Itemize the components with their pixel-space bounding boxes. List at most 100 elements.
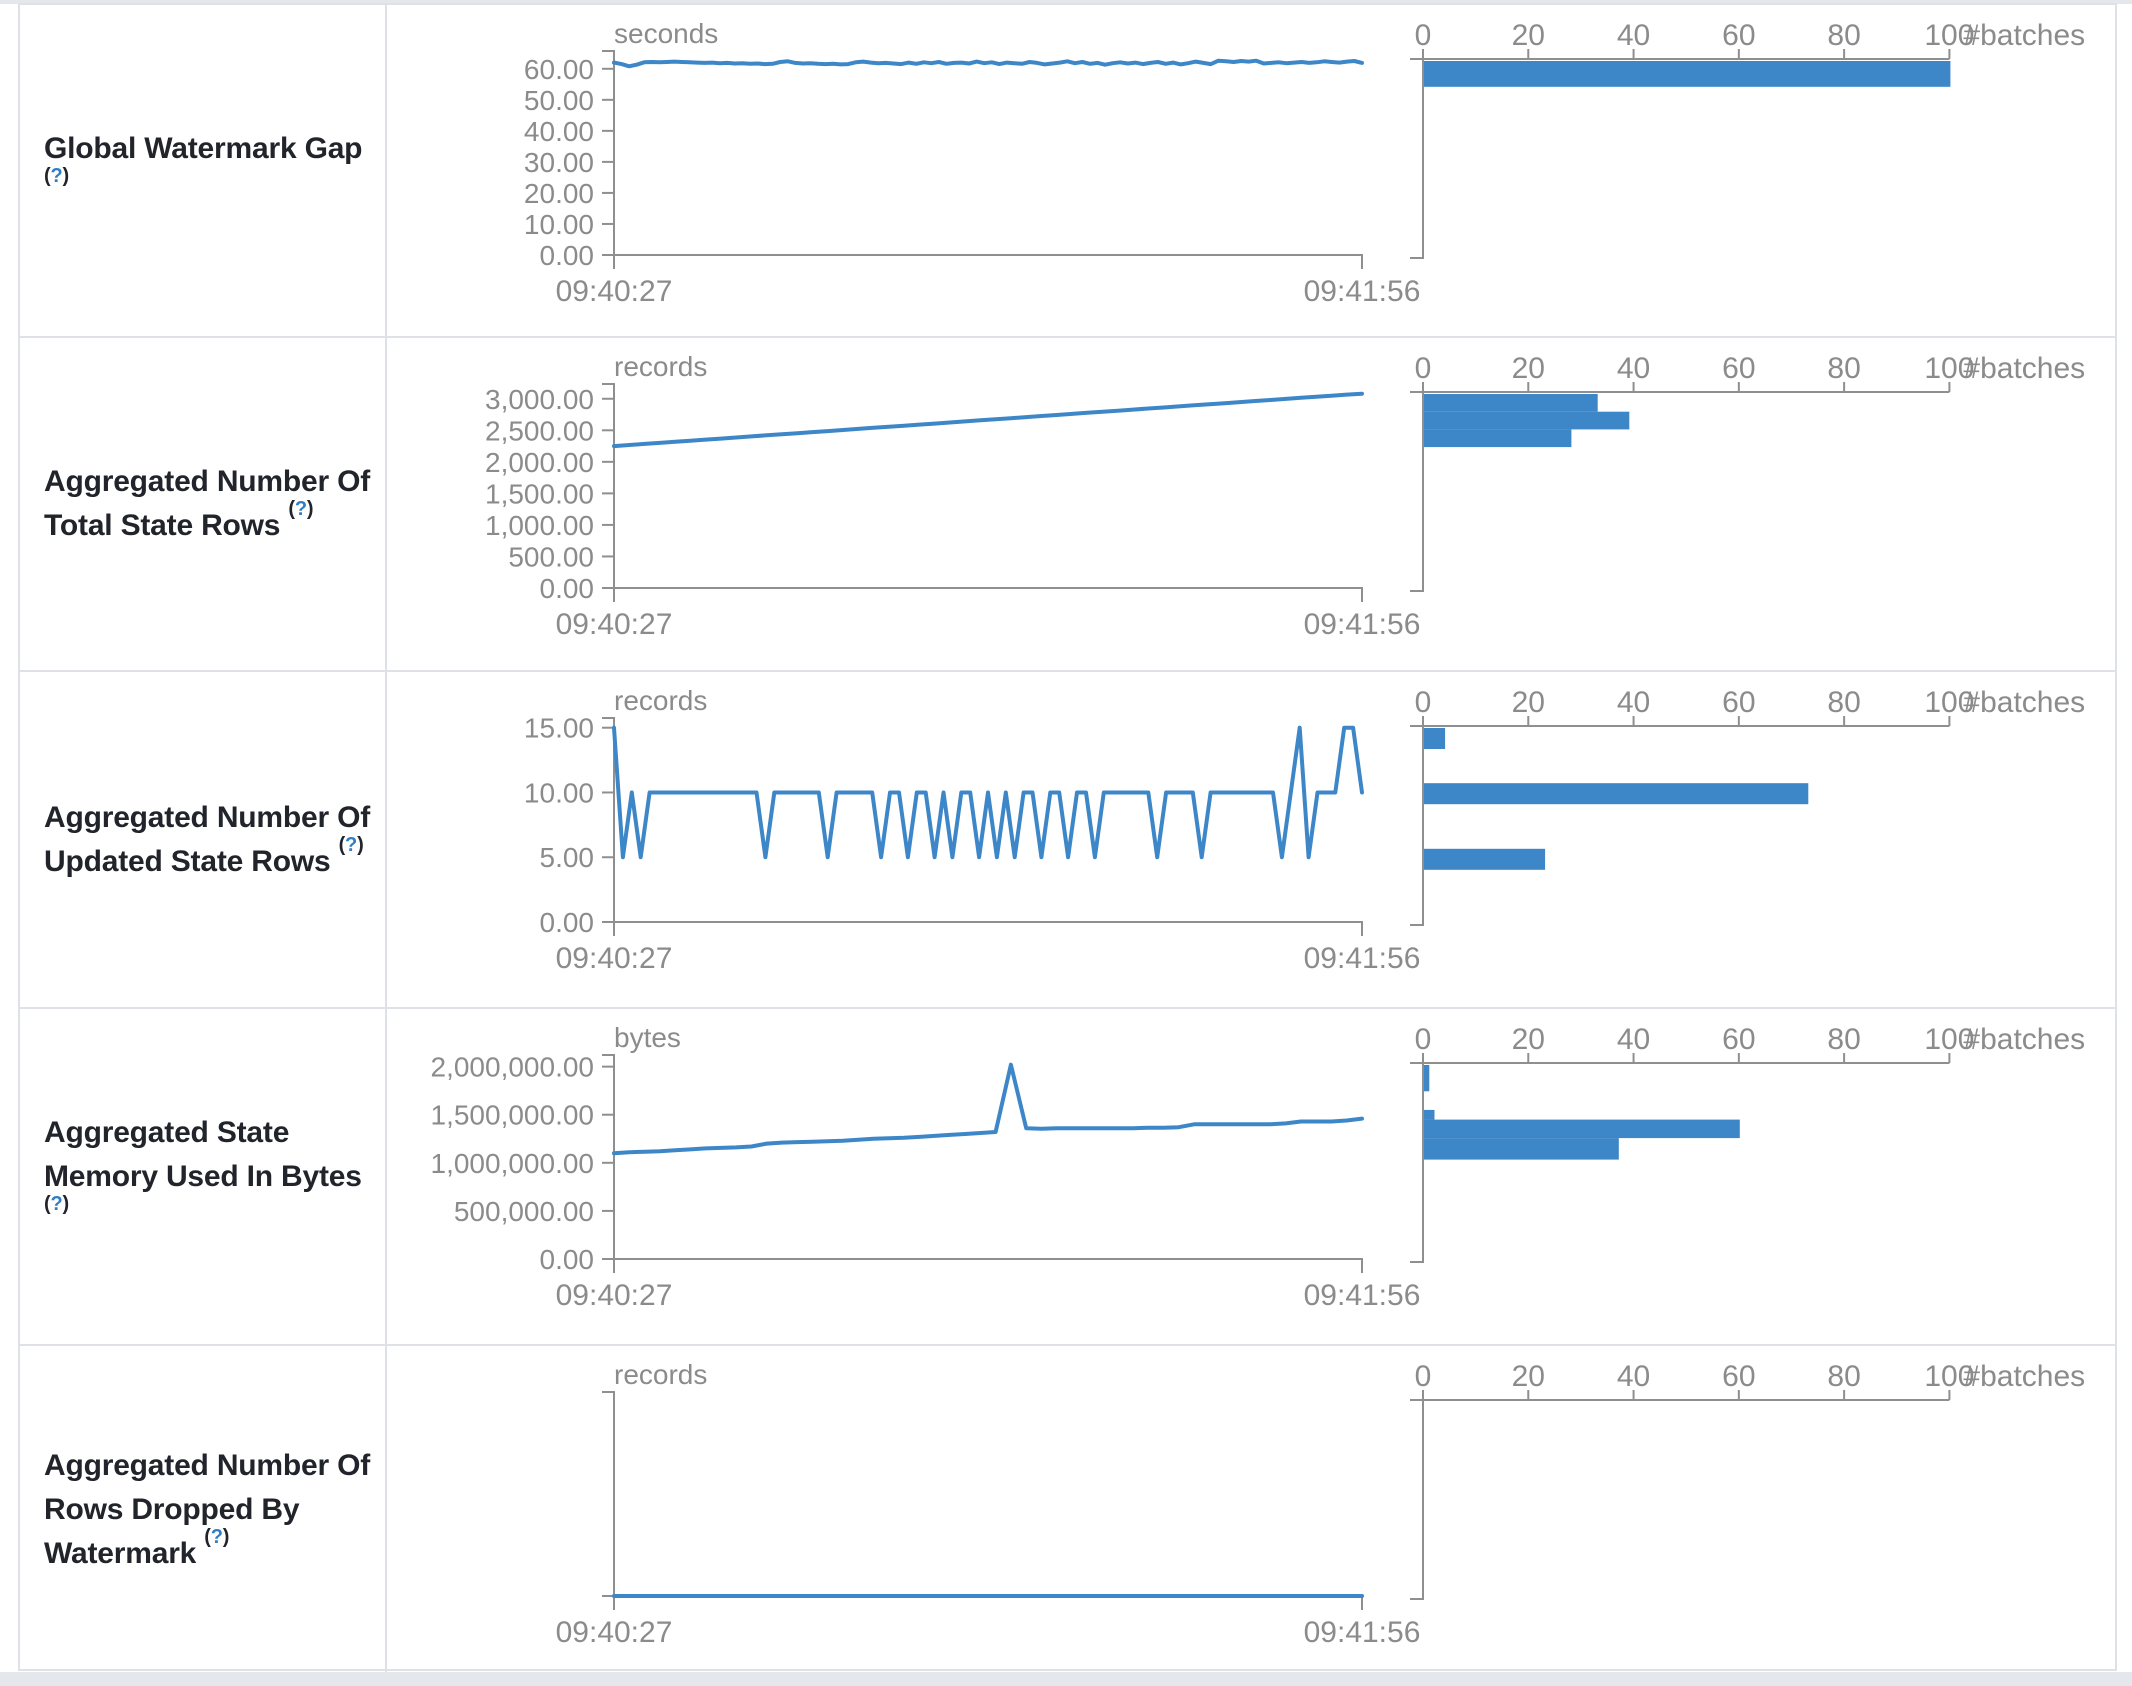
histogram-tick-label: 60 — [1722, 686, 1755, 719]
x-end-label: 09:41:56 — [1304, 275, 1421, 308]
timeline-line — [612, 391, 1364, 449]
help-tooltip-trigger[interactable]: (?) — [44, 1193, 69, 1215]
metric-title-text: Global Watermark Gap — [44, 131, 363, 165]
histogram-bar — [1424, 848, 1546, 870]
help-paren-close: ) — [62, 1192, 70, 1215]
help-question-icon[interactable]: ? — [345, 833, 358, 856]
y-tick-label: 15.00 — [524, 713, 594, 744]
timeline-chart: seconds 60.0050.0040.0030.0020.0010.000.0… — [524, 18, 1420, 308]
y-tick-label: 1,000.00 — [485, 510, 594, 541]
batches-axis-label: #batches — [1963, 1023, 2085, 1056]
x-start-label: 09:40:27 — [556, 942, 673, 975]
histogram-tick-label: 100 — [1924, 19, 1974, 52]
y-tick-label: 0.00 — [540, 573, 595, 604]
timeline-unit-label: seconds — [614, 18, 718, 49]
timeline-x-axis — [613, 1258, 1363, 1273]
metric-charts-svg: bytes 2,000,000.00 1,500,000.00 1,000,000.0… — [431, 1022, 2086, 1312]
help-tooltip-trigger[interactable]: (?) — [44, 165, 69, 187]
help-question-icon[interactable]: ? — [50, 164, 63, 187]
histogram-tick-label: 100 — [1924, 1360, 1974, 1393]
histogram-tick-label: 80 — [1827, 1023, 1860, 1056]
metric-charts-svg: records 09:40:27 09:41:56 0 20 40 60 80 100#batc… — [556, 1359, 2086, 1649]
help-tooltip-trigger[interactable]: (?) — [339, 834, 364, 856]
batches-axis-label: #batches — [1963, 352, 2085, 385]
histogram-bar — [1424, 429, 1572, 448]
y-tick-label: 0.00 — [540, 907, 595, 938]
help-tooltip-trigger[interactable]: (?) — [204, 1526, 229, 1548]
histogram-bar — [1424, 394, 1598, 412]
histogram-tick-label: 60 — [1722, 19, 1755, 52]
x-start-label: 09:40:27 — [556, 1616, 673, 1649]
y-tick-label: 50.00 — [524, 85, 594, 116]
help-paren-open: ( — [44, 164, 51, 187]
histogram-tick-label: 40 — [1617, 1360, 1650, 1393]
histogram-bar — [1424, 1119, 1740, 1139]
timeline-y-axis — [602, 1391, 615, 1597]
y-tick-label: 30.00 — [524, 147, 594, 178]
timeline-x-axis — [613, 587, 1363, 602]
metric-title-text: Aggregated Number Of Rows Dropped By Wat… — [44, 1448, 371, 1570]
histogram-bar — [1424, 1138, 1619, 1160]
y-tick-label: 500,000.00 — [454, 1196, 594, 1227]
histogram-chart: 0 20 40 60 80 100#batches — [1410, 1360, 2085, 1600]
histogram-y-line — [1410, 726, 1424, 926]
histogram-tick-label: 40 — [1617, 352, 1650, 385]
metric-row: Aggregated Number Of Updated State Rows … — [20, 672, 2115, 1009]
timeline-unit-label: records — [614, 685, 707, 716]
help-tooltip-trigger[interactable]: (?) — [288, 498, 313, 520]
histogram-tick-label: 20 — [1512, 1023, 1545, 1056]
timeline-chart: records 15.00 10.00 5.00 0.00 09:40:27 09:41:5… — [524, 685, 1420, 975]
help-paren-close: ) — [222, 1525, 230, 1548]
chart-cell: records 15.00 10.00 5.00 0.00 09:40:27 09:41:5… — [387, 672, 2117, 1007]
histogram-tick-label: 80 — [1827, 686, 1860, 719]
timeline-line — [612, 58, 1364, 69]
timeline-line — [612, 1062, 1364, 1156]
chart-cell: seconds 60.00 50.00 40.00 30.00 20.00 10.00 0.0… — [387, 5, 2117, 336]
histogram-tick-label: 40 — [1617, 19, 1650, 52]
y-tick-label: 10.00 — [524, 209, 594, 240]
metric-charts-svg: records3,000.002,500.002,000.001,500.001… — [485, 351, 2085, 641]
metric-title: Aggregated Number Of Rows Dropped By Wat… — [44, 1444, 371, 1576]
chart-cell: bytes 2,000,000.00 1,500,000.00 1,000,000.0… — [387, 1009, 2117, 1344]
timeline-x-axis — [613, 1595, 1363, 1610]
y-tick-label: 0.00 — [540, 240, 595, 271]
histogram-tick-label: 60 — [1722, 1360, 1755, 1393]
y-tick-label: 60.00 — [524, 54, 594, 85]
y-tick-label: 10.00 — [524, 777, 594, 808]
histogram-chart: 0 20 40 60 80 100#batches — [1410, 19, 2085, 259]
timeline-y-axis — [602, 1054, 615, 1260]
help-question-icon[interactable]: ? — [50, 1192, 63, 1215]
histogram-tick-label: 40 — [1617, 1023, 1650, 1056]
help-question-icon[interactable]: ? — [294, 498, 307, 520]
metric-title: Aggregated Number Of Total State Rows (?… — [44, 460, 371, 548]
timeline-chart: bytes 2,000,000.00 1,500,000.00 1,000,000.0… — [431, 1022, 1421, 1312]
y-tick-label: 1,000,000.00 — [431, 1148, 595, 1179]
histogram-tick-label: 80 — [1827, 1360, 1860, 1393]
histogram-bar — [1424, 61, 1951, 87]
histogram-y-line — [1410, 59, 1424, 259]
histogram-tick-label: 20 — [1512, 19, 1545, 52]
metric-row: Aggregated State Memory Used In Bytes (?… — [20, 1009, 2115, 1346]
histogram-tick-label: 60 — [1722, 1023, 1755, 1056]
histogram-tick-label: 100 — [1924, 1023, 1974, 1056]
help-paren-open: ( — [44, 1192, 51, 1215]
metric-charts-svg: records 15.00 10.00 5.00 0.00 09:40:27 09:41:5… — [524, 685, 2085, 975]
help-question-icon[interactable]: ? — [210, 1525, 223, 1548]
y-tick-label: 2,000.00 — [485, 447, 594, 478]
y-tick-label: 40.00 — [524, 116, 594, 147]
timeline-x-axis — [613, 921, 1363, 936]
y-tick-label: 1,500.00 — [485, 478, 594, 509]
histogram-bar — [1424, 1109, 1435, 1120]
metric-label-cell: Aggregated Number Of Updated State Rows … — [20, 672, 387, 1007]
histogram-bar — [1424, 411, 1630, 430]
x-end-label: 09:41:56 — [1304, 608, 1421, 641]
histogram-y-line — [1410, 1063, 1424, 1263]
timeline-unit-label: records — [614, 351, 707, 382]
histogram-tick-label: 100 — [1924, 352, 1974, 385]
chart-cell: records 09:40:27 09:41:56 0 20 40 60 80 100 #batc… — [387, 1346, 2117, 1673]
metric-title: Global Watermark Gap (?) — [44, 127, 371, 215]
y-tick-label: 500.00 — [508, 541, 594, 572]
y-tick-label: 20.00 — [524, 178, 594, 209]
metric-title: Aggregated Number Of Updated State Rows … — [44, 796, 371, 884]
metric-label-cell: Aggregated Number Of Rows Dropped By Wat… — [20, 1346, 387, 1673]
